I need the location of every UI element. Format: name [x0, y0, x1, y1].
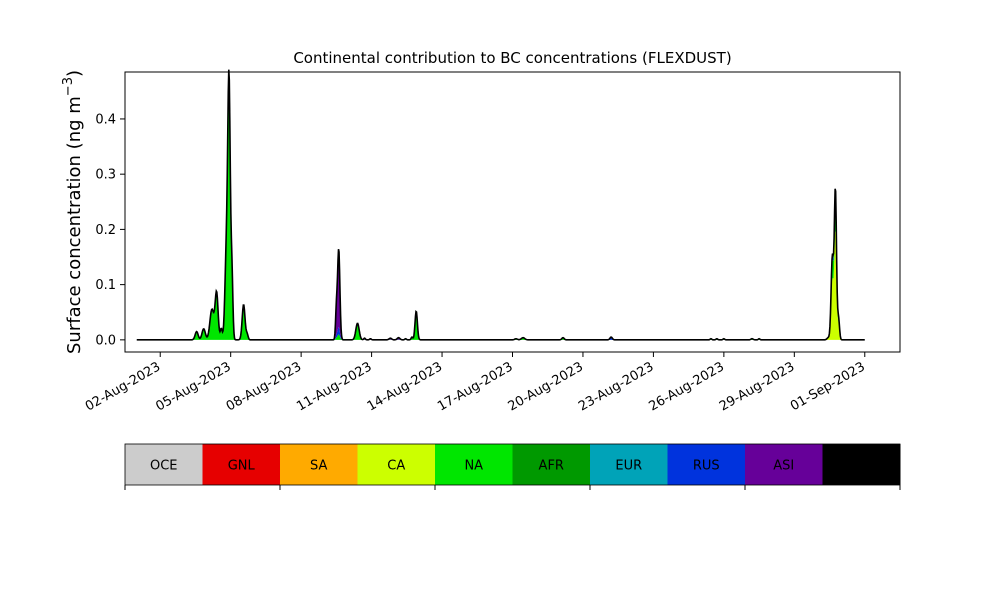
x-tick-label: 08-Aug-2023 — [224, 359, 304, 414]
series-layer — [136, 69, 865, 341]
legend-label: AFR — [539, 459, 564, 474]
area-series-asi — [136, 69, 865, 340]
area-series-rus — [136, 69, 865, 340]
legend-label: RUS — [693, 459, 720, 474]
y-tick-label: 0.3 — [95, 168, 116, 183]
legend-swatch-asi — [745, 444, 823, 485]
y-axis-label-superscript: −3 — [61, 77, 76, 96]
legend-frame — [124, 443, 901, 486]
legend-swatch-rus — [667, 444, 746, 485]
y-tick-label: 0.2 — [95, 223, 116, 238]
x-tick-label: 26-Aug-2023 — [647, 359, 727, 414]
area-series-na — [136, 88, 865, 340]
x-axis: 02-Aug-202305-Aug-202308-Aug-202311-Aug-… — [83, 352, 868, 415]
region-legend: OCE GNL SA CA NA AFR EUR RUS ASI AUS — [124, 443, 901, 490]
y-tick-label: 0.0 — [95, 333, 116, 348]
y-axis-label: Surface concentration (ng m−3) — [61, 70, 85, 354]
legend-swatch-ca — [357, 444, 436, 485]
chart-title: Continental contribution to BC concentra… — [293, 49, 731, 67]
x-tick-label: 23-Aug-2023 — [576, 359, 656, 414]
legend-swatch-na — [435, 444, 513, 485]
legend-label: GNL — [228, 459, 256, 474]
legend-label: NA — [464, 459, 483, 474]
x-tick-label: 01-Sep-2023 — [788, 359, 868, 414]
legend-label: ASI — [773, 459, 794, 474]
area-series-afr — [136, 83, 865, 340]
y-axis-label-main: Surface concentration (ng m — [64, 96, 85, 354]
y-tick-label: 0.4 — [95, 112, 116, 127]
area-series-eur — [136, 77, 865, 340]
plot-frame — [124, 71, 901, 353]
legend-swatch-eur — [590, 444, 668, 485]
y-axis: 0.0 0.1 0.2 0.3 0.4 — [95, 112, 125, 348]
legend-label: EUR — [615, 459, 642, 474]
legend-swatch-sa — [280, 444, 358, 485]
legend-swatch-aus — [822, 444, 901, 485]
y-tick-label: 0.1 — [95, 278, 116, 293]
x-tick-label: 11-Aug-2023 — [294, 359, 374, 414]
x-tick-label: 05-Aug-2023 — [153, 359, 233, 414]
legend-swatch-afr — [512, 444, 591, 485]
x-tick-label: 29-Aug-2023 — [717, 359, 797, 414]
legend-label: CA — [387, 459, 405, 474]
x-tick-label: 14-Aug-2023 — [365, 359, 445, 414]
x-tick-label: 17-Aug-2023 — [435, 359, 515, 414]
legend-label: SA — [310, 459, 327, 474]
x-tick-label: 20-Aug-2023 — [506, 359, 586, 414]
y-axis-label-close: ) — [64, 70, 85, 77]
legend-swatch-gnl — [202, 444, 281, 485]
legend-label: AUS — [848, 459, 875, 474]
plot-area — [124, 69, 901, 353]
total-outline-line — [136, 69, 865, 341]
x-tick-label: 02-Aug-2023 — [83, 359, 163, 414]
legend-swatch-oce — [125, 444, 203, 485]
legend-label: OCE — [150, 459, 178, 474]
